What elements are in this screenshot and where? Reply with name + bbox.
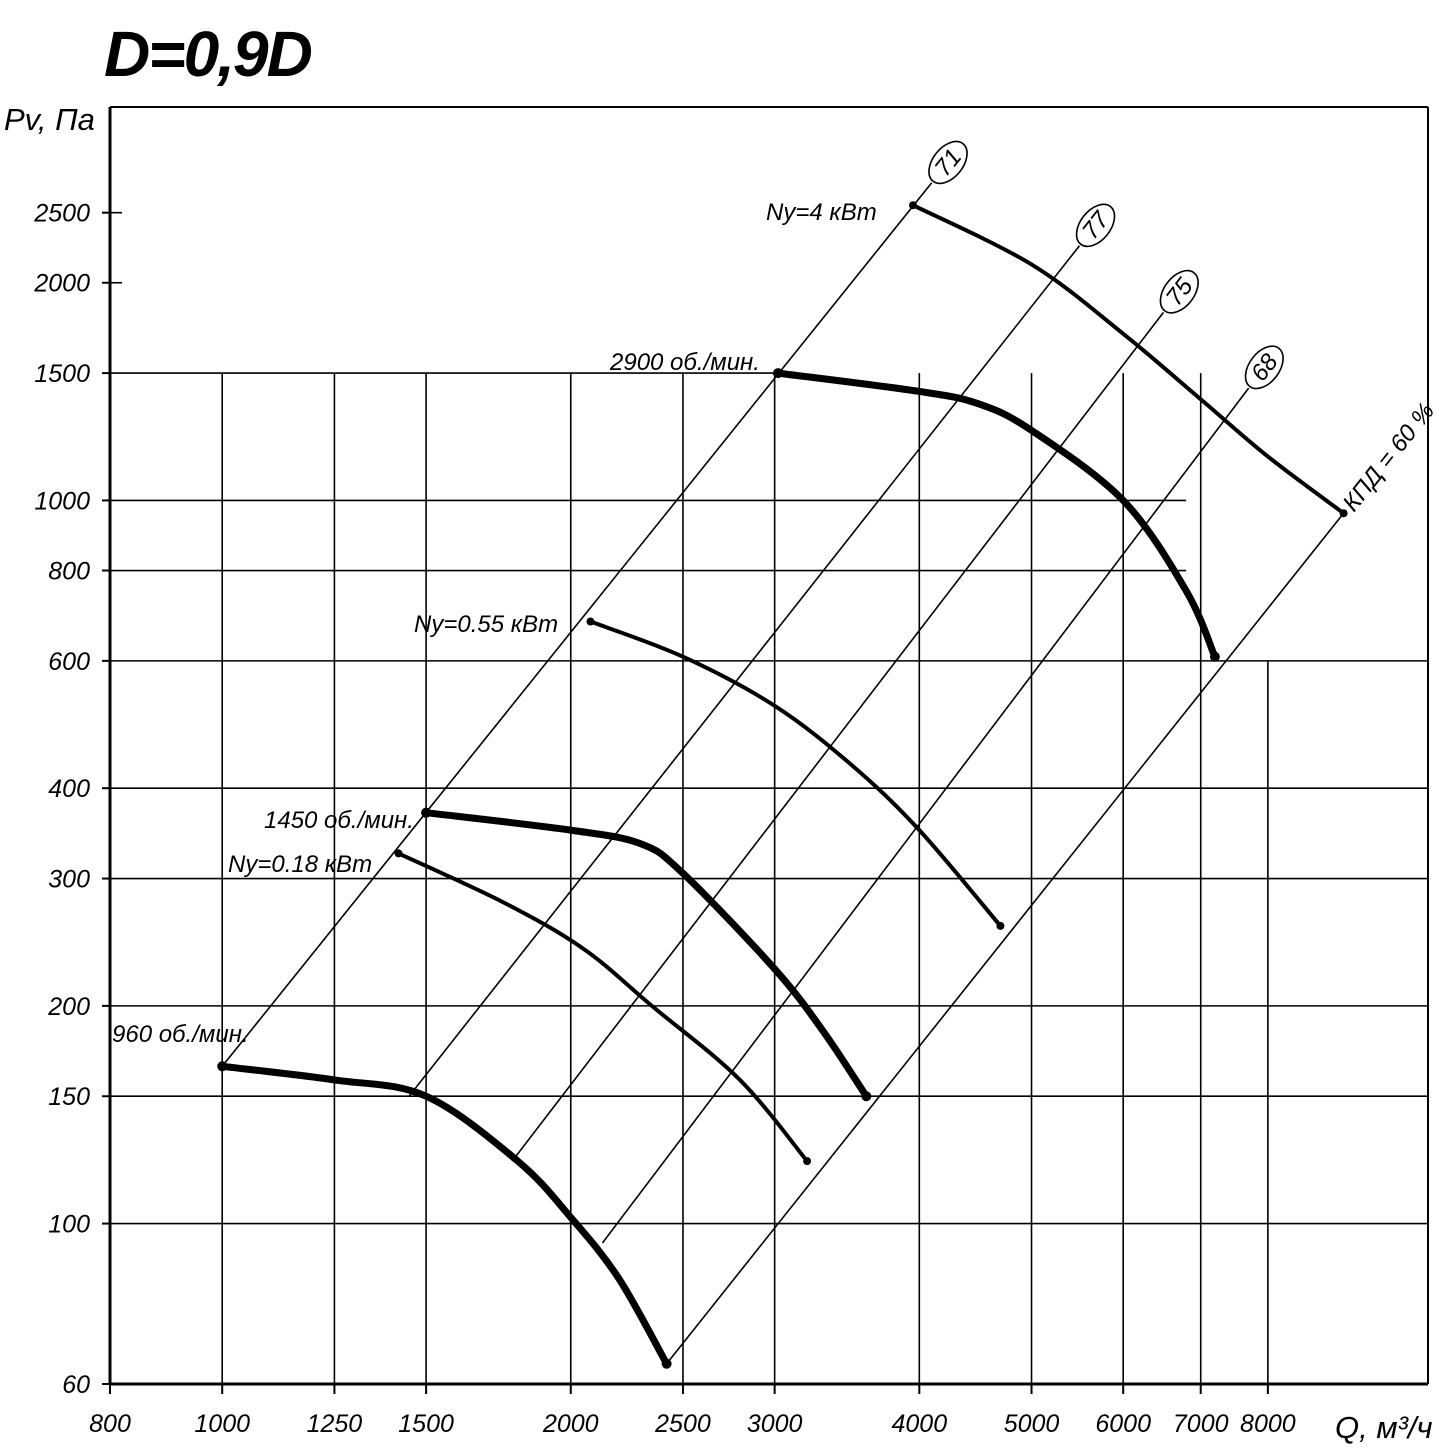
- efficiency-badge: [928, 140, 968, 185]
- y-tick-label: 1500: [34, 360, 90, 388]
- curve-endpoint: [661, 1358, 672, 1369]
- curve-endpoint: [586, 617, 595, 626]
- grid-lines: [110, 211, 1428, 1384]
- rpm-curve: [422, 809, 870, 1100]
- x-tick-label: 5000: [1004, 1410, 1060, 1438]
- curve-endpoint: [421, 807, 432, 818]
- x-tick-label: 1500: [398, 1410, 454, 1438]
- x-tick-label: 800: [89, 1410, 131, 1438]
- x-tick-label: 1000: [194, 1410, 250, 1438]
- power-label-018: Ny=0.18 кВт: [228, 851, 372, 878]
- y-axis-label: Pv, Па: [4, 102, 95, 137]
- efficiency-lines: [221, 140, 1345, 1365]
- y-tick-label: 150: [48, 1083, 90, 1111]
- chart-title: D=0,9D: [104, 18, 312, 90]
- rpm-curve: [218, 1062, 671, 1368]
- x-tick-label: 2500: [654, 1410, 711, 1438]
- curve-endpoint: [772, 368, 783, 379]
- power-curve: [589, 619, 1002, 928]
- efficiency-label-kpd: КПД = 60 %: [1338, 398, 1439, 517]
- y-tick-label: 1000: [34, 487, 90, 515]
- curve-endpoint: [861, 1091, 872, 1102]
- curve-endpoint: [217, 1061, 228, 1072]
- efficiency-line: [601, 387, 1250, 1244]
- axes: [102, 106, 1429, 1394]
- x-tick-label: 7000: [1173, 1410, 1229, 1438]
- efficiency-badge: [1075, 203, 1116, 248]
- curve-endpoint: [1339, 509, 1348, 518]
- power-curve: [397, 851, 809, 1163]
- efficiency-badge: [1244, 345, 1284, 390]
- curve-label-1450: 1450 об./мин.: [264, 807, 414, 834]
- y-tick-label: 800: [48, 558, 90, 586]
- efficiency-line: [511, 311, 1165, 1162]
- power-curve: [912, 203, 1345, 515]
- y-tick-label: 400: [48, 775, 90, 803]
- power-label-4: Ny=4 кВт: [766, 199, 877, 226]
- curve-endpoint: [908, 201, 917, 210]
- x-tick-label: 3000: [747, 1410, 803, 1438]
- efficiency-line: [221, 182, 933, 1067]
- x-tick-label: 4000: [891, 1410, 947, 1438]
- rpm-curve: [774, 369, 1219, 661]
- x-tick-label: 1250: [307, 1410, 363, 1438]
- curve-label-2900: 2900 об./мин.: [609, 349, 760, 376]
- power-label-055: Ny=0.55 кВт: [414, 611, 558, 638]
- y-tick-label: 60: [62, 1371, 90, 1399]
- efficiency-badge: [1159, 269, 1199, 314]
- curve-endpoint: [996, 921, 1005, 930]
- x-tick-label: 8000: [1240, 1410, 1296, 1438]
- y-tick-label: 200: [47, 993, 90, 1021]
- curve-endpoint: [394, 849, 403, 858]
- curve-label-960: 960 об./мин.: [112, 1021, 249, 1048]
- x-tick-label: 6000: [1095, 1410, 1151, 1438]
- curve-endpoint: [1209, 651, 1220, 662]
- fan-curves: [217, 201, 1348, 1369]
- curve-endpoint: [803, 1157, 812, 1166]
- y-tick-label: 600: [48, 648, 90, 676]
- x-axis-label: Q, м³/ч: [1335, 1410, 1433, 1445]
- y-tick-label: 100: [48, 1211, 90, 1239]
- y-tick-label: 2500: [33, 200, 90, 228]
- chart-labels: D=0,9D Pv, Па Q, м³/ч 960 об./мин. 1450 …: [4, 18, 1439, 1445]
- efficiency-line: [665, 512, 1345, 1365]
- y-tick-label: 300: [48, 866, 90, 894]
- x-tick-label: 2000: [542, 1410, 599, 1438]
- y-tick-label: 2000: [33, 270, 90, 298]
- efficiency-line: [408, 245, 1081, 1097]
